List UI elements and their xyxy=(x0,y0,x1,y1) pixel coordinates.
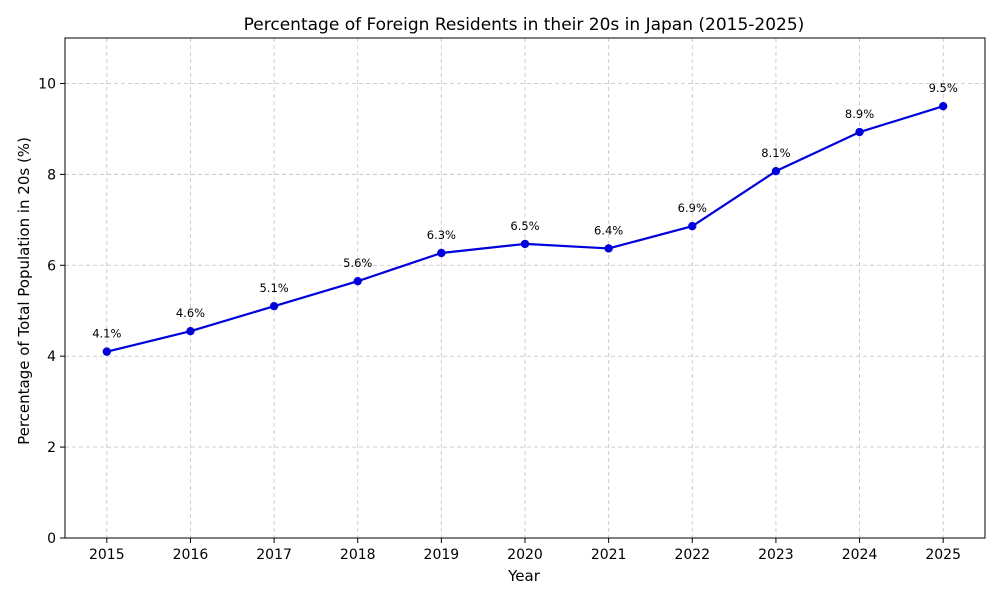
data-point xyxy=(604,244,613,253)
data-label: 4.6% xyxy=(176,306,205,320)
data-point xyxy=(186,326,195,336)
chart-title: Percentage of Foreign Residents in their… xyxy=(244,15,805,35)
data-label: 9.5% xyxy=(929,81,958,95)
data-label: 6.3% xyxy=(427,228,456,242)
y-tick-label: 10 xyxy=(38,76,56,92)
data-point xyxy=(520,239,530,249)
data-label: 8.1% xyxy=(761,146,790,160)
x-tick-label: 2020 xyxy=(507,547,543,563)
y-tick-label: 2 xyxy=(47,440,56,456)
x-axis-title: Year xyxy=(507,567,541,585)
x-tick-label: 2025 xyxy=(925,547,961,563)
data-point xyxy=(353,276,362,286)
data-labels: 4.1% 4.6% 5.1% 5.6% 6.3% 6.5% 6.4% 6.9% 8.1% 8.9%… xyxy=(92,81,958,340)
data-point xyxy=(688,221,697,231)
x-tick-label: 2021 xyxy=(591,547,627,563)
x-tick-label: 2023 xyxy=(758,547,794,563)
x-tick-label: 2018 xyxy=(340,547,376,563)
data-point xyxy=(855,127,864,137)
data-label: 6.9% xyxy=(678,201,707,215)
x-tick-label: 2015 xyxy=(89,547,125,563)
axes: 2015 2016 2017 2018 2019 2020 2021 2022 2023 2024… xyxy=(38,37,986,563)
x-tick-label: 2019 xyxy=(424,547,460,563)
series-layer xyxy=(102,101,948,356)
data-point xyxy=(437,248,446,258)
x-tick-label: 2022 xyxy=(674,547,710,563)
x-tick-label: 2017 xyxy=(256,547,292,563)
y-tick-label: 6 xyxy=(47,258,56,274)
x-tick-label: 2016 xyxy=(173,547,209,563)
y-axis-title: Percentage of Total Population in 20s (%… xyxy=(15,137,33,445)
data-point xyxy=(102,347,112,356)
data-label: 6.4% xyxy=(594,223,623,237)
data-label: 4.1% xyxy=(92,327,121,341)
data-label: 5.6% xyxy=(343,256,372,270)
x-tick-label: 2024 xyxy=(842,547,878,563)
y-tick-label: 8 xyxy=(47,167,56,183)
data-point xyxy=(938,101,948,111)
data-label: 6.5% xyxy=(510,219,539,233)
data-label: 8.9% xyxy=(845,107,874,121)
data-point xyxy=(771,166,781,176)
data-point xyxy=(269,301,279,311)
data-label: 5.1% xyxy=(259,281,288,295)
y-tick-label: 4 xyxy=(47,349,56,365)
y-tick-label: 0 xyxy=(47,531,56,547)
